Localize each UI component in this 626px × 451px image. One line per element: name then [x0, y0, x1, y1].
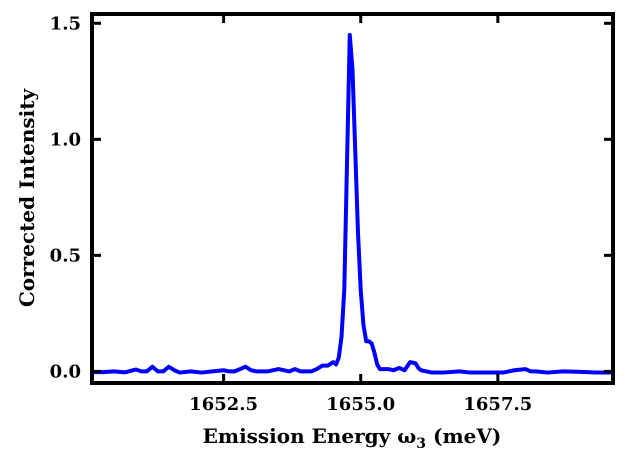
- ticks-layer: 1652.5 1655.0 1657.5 0.0 0.5 1.0 1.5: [50, 13, 613, 415]
- x-tick-label: 1657.5: [463, 394, 532, 415]
- series-line-0: [92, 32, 613, 375]
- y-tick-label: 1.0: [50, 129, 81, 150]
- x-tick-label: 1652.5: [189, 394, 258, 415]
- y-axis-title: Corrected Intensity: [15, 87, 39, 307]
- y-tick-label: 0.5: [50, 245, 81, 266]
- y-tick-label: 1.5: [50, 13, 81, 34]
- plot-frame: [90, 12, 615, 385]
- series-layer: [92, 32, 613, 375]
- x-axis-title: Emission Energy ω3 (meV): [203, 424, 502, 451]
- x-tick-label: 1655.0: [326, 394, 395, 415]
- y-tick-label: 0.0: [50, 361, 81, 382]
